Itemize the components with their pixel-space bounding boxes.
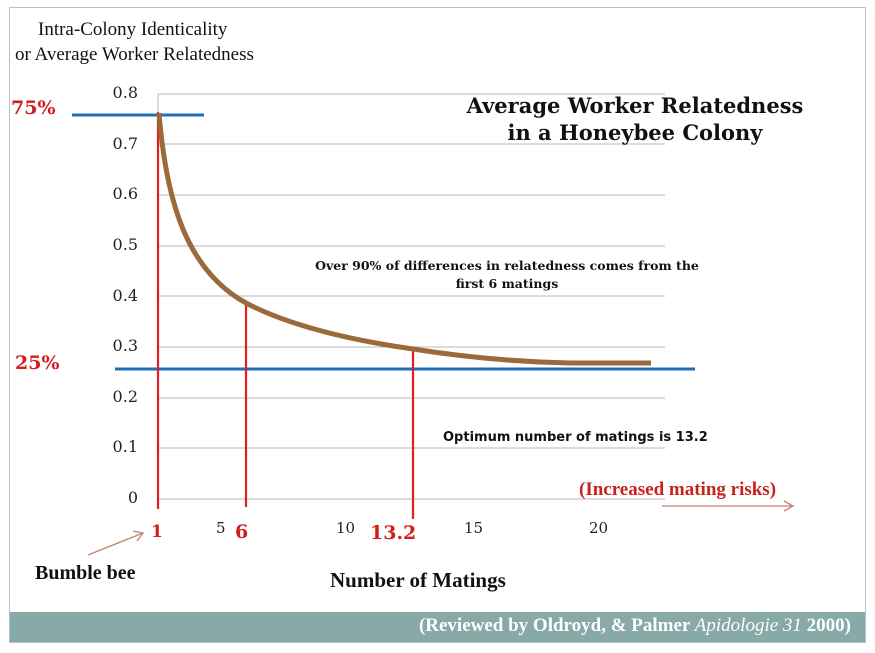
annotation-over90-line1: Over 90% of differences in relatedness c… — [315, 258, 699, 273]
citation-authors: (Reviewed by Oldroyd, & Palmer — [418, 615, 695, 636]
y-tick: 0.2 — [112, 387, 138, 406]
chart-title-line2: in a Honeybee Colony — [507, 120, 763, 145]
annotation-optimum: Optimum number of matings is 13.2 — [443, 430, 708, 445]
y-tick: 0.4 — [112, 286, 138, 305]
annotation-risk: (Increased mating risks) — [579, 479, 777, 500]
ref-label-25: 25% — [15, 352, 60, 374]
arrow-icon — [87, 530, 145, 556]
y-tick: 0.1 — [112, 437, 138, 456]
x-tick: 10 — [336, 519, 356, 537]
marker-label-1: 1 — [151, 522, 163, 542]
chart-title: Average Worker Relatedness in a Honeybee… — [430, 92, 840, 146]
y-tick: 0.3 — [112, 336, 138, 355]
x-tick: 15 — [464, 519, 484, 537]
citation-footer: (Reviewed by Oldroyd, & Palmer Apidologi… — [10, 612, 865, 642]
citation-year: 2000) — [801, 615, 851, 636]
y-tick: 0 — [127, 488, 138, 507]
annotation-over90-line2: first 6 matings — [455, 276, 559, 291]
x-tick: 20 — [589, 519, 609, 537]
x-axis-title: Number of Matings — [330, 568, 506, 592]
y-axis-title-line2: or Average Worker Relatedness — [15, 44, 254, 65]
chart-title-line1: Average Worker Relatedness — [466, 93, 804, 118]
marker-label-13: 13.2 — [370, 522, 417, 544]
annotation-bumblebee: Bumble bee — [35, 562, 136, 584]
y-axis-title-line1: Intra-Colony Identicality — [38, 19, 228, 40]
citation-text: (Reviewed by Oldroyd, & Palmer Apidologi… — [419, 615, 851, 637]
y-tick: 0.8 — [112, 83, 138, 102]
marker-label-6: 6 — [235, 521, 249, 543]
arrow-right-icon — [662, 500, 795, 512]
y-tick: 0.7 — [112, 134, 138, 153]
ref-label-75: 75% — [11, 97, 56, 119]
x-tick: 5 — [216, 519, 226, 537]
relatedness-curve — [156, 112, 651, 366]
y-tick: 0.6 — [112, 184, 138, 203]
y-tick: 0.5 — [112, 235, 138, 254]
citation-journal: Apidologie 31 — [694, 615, 802, 636]
slide-frame — [9, 7, 866, 643]
annotation-over90: Over 90% of differences in relatedness c… — [262, 257, 752, 293]
